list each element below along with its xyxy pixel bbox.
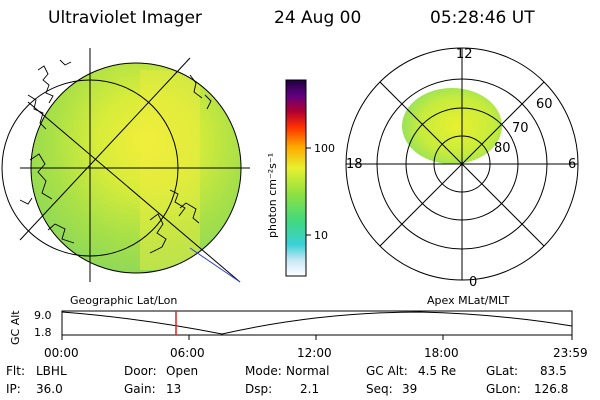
info-gain-label: Gain: [124, 382, 156, 396]
meridian-line [19, 57, 191, 241]
colorbar-scale [285, 79, 307, 277]
mlt-label-18: 18 [346, 157, 363, 172]
meridian-line [27, 101, 241, 283]
info-mode-label: Mode: [245, 364, 282, 378]
geographic-panel-label: Geographic Lat/Lon [70, 294, 178, 307]
colorbar: 100 10 photon cm⁻²s⁻¹ [266, 79, 335, 277]
info-seq-label: Seq: [366, 382, 393, 396]
mlt-line [379, 81, 545, 247]
mlt-label-6: 6 [568, 157, 576, 172]
altitude-xtick-0000: 00:00 [44, 346, 79, 360]
instrument-title: Ultraviolet Imager [48, 8, 202, 28]
mlat-label-60: 60 [536, 97, 553, 112]
info-door-value: Open [166, 364, 199, 378]
altitude-xtick-0600: 06:00 [170, 346, 205, 360]
info-flt-value: LBHL [36, 364, 67, 378]
info-mode-value: Normal [286, 364, 330, 378]
apex-panel-label: Apex MLat/MLT [427, 294, 510, 307]
mlat-label-80: 80 [494, 141, 511, 156]
mlt-label-12: 12 [456, 47, 473, 62]
altitude-curve [61, 311, 573, 335]
info-glat-label: GLat: [486, 364, 519, 378]
info-gcalt-value: 4.5 Re [418, 364, 457, 378]
altitude-xtick-2359: 23:59 [553, 346, 588, 360]
altitude-xtick-1200: 12:00 [297, 346, 332, 360]
info-dsp-value: 2.1 [300, 382, 320, 396]
info-dsp-label: Dsp: [245, 382, 273, 396]
colorbar-tick-100: 100 [314, 142, 335, 155]
info-gain-value: 13 [166, 382, 182, 396]
altitude-plot-frame [61, 310, 573, 336]
time-label: 05:28:46 UT [430, 8, 535, 28]
info-door-label: Door: [124, 364, 157, 378]
mlat-label-70: 70 [512, 121, 529, 136]
terminator-line [189, 247, 241, 283]
altitude-ytick-min: 1.8 [34, 326, 52, 339]
altitude-plot: GC Alt [9, 310, 573, 345]
mlt-label-0: 0 [469, 275, 477, 290]
auroral-oval [402, 88, 502, 164]
globe-fill [31, 63, 241, 273]
altitude-xtick-1800: 18:00 [424, 346, 459, 360]
polar-plot: 12 18 6 0 60 70 80 [345, 47, 579, 290]
altitude-ylabel: GC Alt [9, 310, 22, 345]
info-ip-value: 36.0 [36, 382, 63, 396]
altitude-ytick-max: 9.0 [34, 309, 52, 322]
info-ip-label: IP: [6, 382, 21, 396]
info-glon-label: GLon: [486, 382, 521, 396]
info-flt-label: Flt: [6, 364, 25, 378]
geographic-globe-image [1, 48, 250, 283]
colorbar-unit-label: photon cm⁻²s⁻¹ [266, 153, 279, 238]
colorbar-tick-10: 10 [314, 229, 328, 242]
date-label: 24 Aug 00 [274, 8, 362, 28]
info-glon-value: 126.8 [534, 382, 569, 396]
info-glat-value: 83.5 [540, 364, 567, 378]
info-seq-value: 39 [402, 382, 418, 396]
info-gcalt-label: GC Alt: [366, 364, 408, 378]
